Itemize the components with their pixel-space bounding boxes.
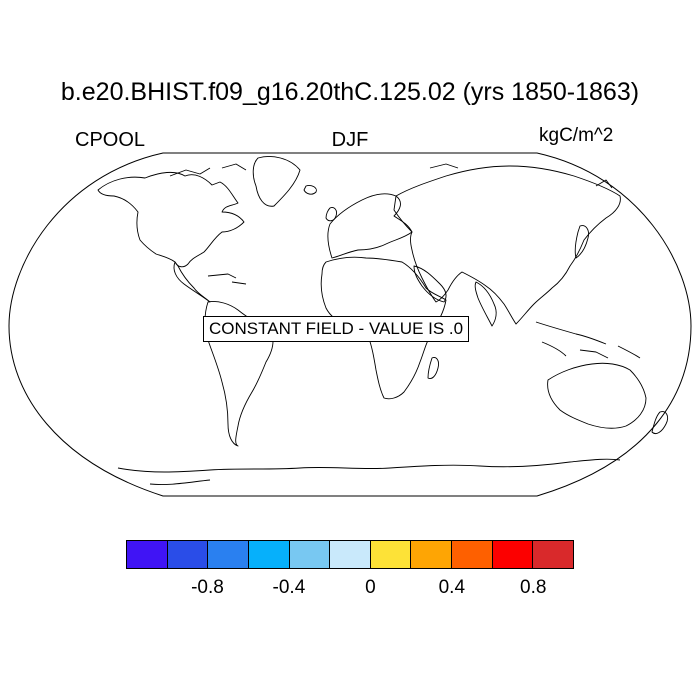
- plot-title: b.e20.BHIST.f09_g16.20thC.125.02 (yrs 18…: [60, 78, 640, 106]
- colorbar-tick-label: 0.8: [520, 577, 547, 598]
- colorbar-swatch: [411, 541, 453, 568]
- colorbar-swatch: [370, 541, 412, 568]
- colorbar-swatch: [289, 541, 331, 568]
- units-label: kgC/m^2: [539, 125, 614, 146]
- season-label: DJF: [331, 129, 369, 151]
- colorbar: [126, 540, 574, 569]
- colorbar-swatch: [127, 541, 168, 568]
- colorbar-tick-label: 0: [365, 577, 376, 598]
- colorbar-swatch: [208, 541, 249, 568]
- colorbar-swatch: [330, 541, 371, 568]
- colorbar-tick-label: -0.8: [191, 577, 224, 598]
- colorbar-tick-label: -0.4: [272, 577, 306, 598]
- variable-name: CPOOL: [75, 129, 146, 151]
- colorbar-swatch: [533, 541, 574, 568]
- colorbar-swatch: [248, 541, 290, 568]
- colorbar-swatch: [452, 541, 493, 568]
- constant-field-message: CONSTANT FIELD - VALUE IS .0: [203, 316, 470, 342]
- colorbar-swatch: [167, 541, 209, 568]
- colorbar-tick-label: 0.4: [438, 577, 466, 598]
- colorbar-swatch: [492, 541, 534, 568]
